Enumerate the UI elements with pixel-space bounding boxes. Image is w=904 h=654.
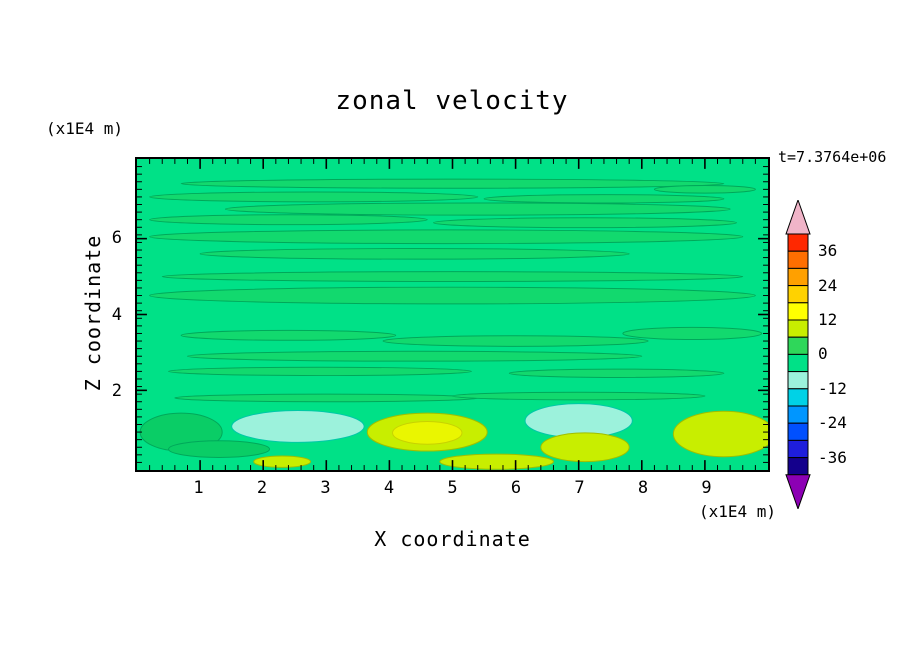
colorbar-segment <box>787 267 809 287</box>
colorbar-label: -24 <box>818 413 847 433</box>
colorbar-segment <box>787 457 809 476</box>
y-tick-label: 2 <box>111 381 122 402</box>
colorbar-segment <box>787 285 809 304</box>
chart-title: zonal velocity <box>335 86 569 116</box>
x-tick-labels: 1 2 3 4 5 6 7 8 9 <box>135 478 770 502</box>
y-tick-labels: 2 4 6 <box>90 157 126 472</box>
colorbar-segment <box>787 336 809 355</box>
colorbar-segment <box>787 405 809 424</box>
colorbar-label: 36 <box>818 241 838 261</box>
x-tick-label: 2 <box>256 478 268 498</box>
colorbar-label: 0 <box>818 344 828 364</box>
colorbar-label: -12 <box>818 378 847 398</box>
x-tick-label: 1 <box>193 478 204 498</box>
colorbar-segment <box>787 388 809 407</box>
x-tick-label: 7 <box>574 478 585 498</box>
y-axis-title: Z coordinate <box>81 234 105 392</box>
contour-plot <box>137 159 768 470</box>
y-axis-unit-label: (x1E4 m) <box>46 119 124 138</box>
x-tick-label: 8 <box>637 478 649 498</box>
colorbar-segment <box>787 439 809 459</box>
colorbar-segment <box>787 302 809 321</box>
x-tick-label: 6 <box>510 478 522 498</box>
x-tick-label: 9 <box>701 478 712 498</box>
colorbar-segment <box>787 422 809 441</box>
y-tick-label: 4 <box>111 304 122 325</box>
colorbar-top-arrow <box>785 200 811 235</box>
colorbar-segment <box>787 353 809 373</box>
colorbar-label: 24 <box>818 275 838 295</box>
x-tick-label: 3 <box>320 478 331 498</box>
x-tick-label: 5 <box>447 478 458 498</box>
colorbar-bottom-arrow <box>785 474 811 509</box>
colorbar-segment <box>787 371 809 390</box>
colorbar-segment <box>787 233 809 252</box>
colorbar-segment <box>787 250 809 269</box>
colorbar-label: -36 <box>818 447 847 467</box>
plot-area <box>135 157 770 472</box>
y-tick-label: 6 <box>111 227 122 248</box>
x-axis-unit-label: (x1E4 m) <box>698 502 776 521</box>
colorbar-label: 12 <box>818 310 838 329</box>
x-axis-title: X coordinate <box>374 527 531 551</box>
x-tick-label: 4 <box>383 478 395 498</box>
time-annotation: t=7.3764e+06 <box>778 148 887 166</box>
colorbar-segment <box>787 319 809 338</box>
colorbar <box>785 200 811 509</box>
colorbar-labels: 36 24 12 0 -12 -24 -36 <box>818 0 888 654</box>
